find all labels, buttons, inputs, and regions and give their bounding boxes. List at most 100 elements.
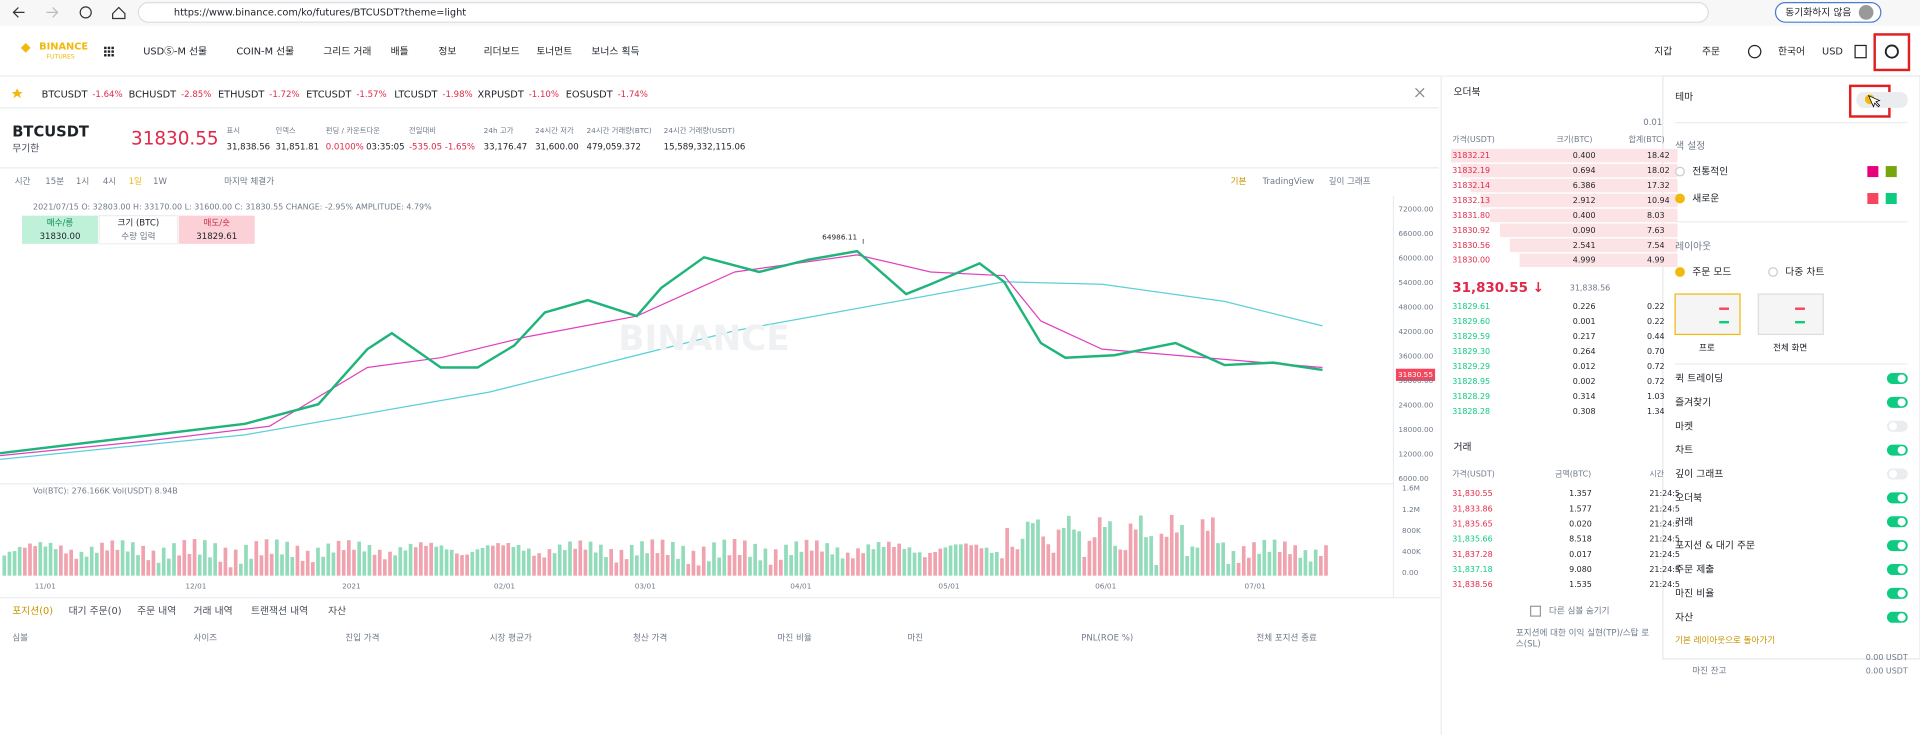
volume-bar [331,552,336,576]
sell-button[interactable] [178,215,255,244]
trade-price: 31,830.55 [1452,489,1492,498]
volume-bar [79,551,84,576]
symbol[interactable]: BTCUSDT [12,123,89,140]
favorite-star[interactable] [11,88,23,99]
volume-bar [485,545,490,576]
ticker-change: -2.85% [181,90,211,100]
trade-price: 31,833.86 [1452,504,1492,513]
volume-bar [280,554,284,576]
volume-bar [655,553,660,576]
home-button[interactable] [112,6,126,20]
volume-bar [593,552,598,576]
stat-value: 0.0100% [326,143,364,153]
position-tab[interactable]: 대기 주문(0) [69,605,122,617]
ticker-symbol[interactable]: EOSUSDT [566,89,613,100]
order-total: 0.70 [1647,347,1665,356]
stat-label: 24시간 거래량(BTC) [587,126,652,135]
position-tab[interactable]: 거래 내역 [193,605,232,617]
volume-bar [809,550,814,576]
volume-bar [1072,529,1076,576]
price-type[interactable]: 마지막 체결가 [224,176,274,187]
volume-bar [1231,551,1236,576]
nav-item[interactable]: USDⓈ-M 선물 [143,46,207,58]
volume-bar [532,555,536,576]
forward-button[interactable] [46,7,59,18]
toggle-label: 거래 [1675,516,1693,528]
volume-bar [1092,537,1097,576]
layout-preview[interactable] [1757,293,1824,336]
nav-item[interactable]: 그리드 거래 [323,46,371,58]
order-total: 0.22 [1647,317,1665,326]
help-icon[interactable] [1854,44,1867,59]
volume-bar [455,553,459,576]
position-tab[interactable]: 포지션(0) [12,605,53,617]
volume-bar [131,542,135,576]
theme-switch[interactable] [1856,91,1908,108]
date-label: 12/01 [185,582,206,591]
nav-item[interactable]: 정보 [438,46,456,58]
radio[interactable] [1675,193,1685,204]
interval[interactable]: 1일 [129,176,142,187]
nav-item[interactable]: 보너스 획득 [591,46,639,58]
volume-bar [912,552,917,576]
size-input[interactable] [98,215,179,245]
interval[interactable]: 1시 [76,177,89,187]
nav-item[interactable]: 토너먼트 [536,46,572,58]
nav-item[interactable]: 배틀 [391,46,409,58]
view-tab[interactable]: 깊이 그래프 [1329,175,1371,187]
radio[interactable] [1768,267,1778,277]
interval[interactable]: 1W [153,177,167,187]
volume-bar [393,555,397,576]
view-tab[interactable]: 기본 [1231,176,1247,187]
interval[interactable]: 시간 [15,176,31,187]
nav-right-item[interactable]: 한국어 [1778,46,1805,58]
interval[interactable]: 4시 [103,177,116,187]
ticker-symbol[interactable]: BCHUSDT [129,89,177,100]
settings-icon[interactable] [1884,44,1899,59]
preview-down [1795,320,1805,324]
volume-bar [424,545,428,576]
ticker-symbol[interactable]: ETHUSDT [218,89,264,100]
checkbox[interactable] [1530,605,1542,617]
color-title: 색 설정 [1675,140,1705,152]
volume-bar [969,545,973,576]
volume-bar [511,547,516,576]
reload-button[interactable] [79,6,92,19]
back-button[interactable] [12,7,25,18]
nav-right-item[interactable]: USD [1822,47,1843,58]
nav-right-item[interactable]: 주문 [1702,46,1720,58]
volume-bar [429,542,433,576]
volume-bar [300,560,305,576]
radio[interactable] [1675,166,1685,177]
layout-preview[interactable] [1674,293,1741,336]
toggle-label: 깊이 그래프 [1675,468,1723,480]
nav-item[interactable]: COIN-M 선물 [236,46,294,58]
profile-button[interactable] [1774,1,1882,23]
nav-item[interactable]: 리더보드 [484,46,520,58]
price-axis-label: 54000.00 [1398,278,1433,287]
radio[interactable] [1675,267,1685,277]
volume-bar [943,547,948,576]
position-tab[interactable]: 자산 [328,605,346,617]
address-bar[interactable] [137,1,1709,23]
last-price: 31830.55 [131,129,219,150]
volume-bar [419,542,423,576]
price-axis-label: 18000.00 [1398,425,1433,434]
precision[interactable]: 0.01 [1643,118,1662,128]
ticker-symbol[interactable]: ETCUSDT [306,89,351,100]
reset-link[interactable]: 기본 레이아웃으로 돌아가기 [1675,635,1775,646]
buy-button[interactable] [22,215,98,244]
order-total: 18.42 [1647,151,1670,160]
apps-icon[interactable] [104,46,114,57]
close-icon[interactable] [1415,87,1425,98]
ticker-symbol[interactable]: BTCUSDT [42,89,88,100]
view-tab[interactable]: TradingView [1261,177,1314,187]
position-tab[interactable]: 트랜잭션 내역 [251,605,308,617]
position-tab[interactable]: 주문 내역 [137,605,176,617]
interval[interactable]: 15분 [45,176,64,187]
ticker-symbol[interactable]: XRPUSDT [478,89,524,100]
ticker-symbol[interactable]: LTCUSDT [394,89,437,100]
nav-right-item[interactable]: 지갑 [1654,46,1672,58]
account-icon[interactable] [1747,44,1762,59]
volume-bar [1020,538,1025,576]
